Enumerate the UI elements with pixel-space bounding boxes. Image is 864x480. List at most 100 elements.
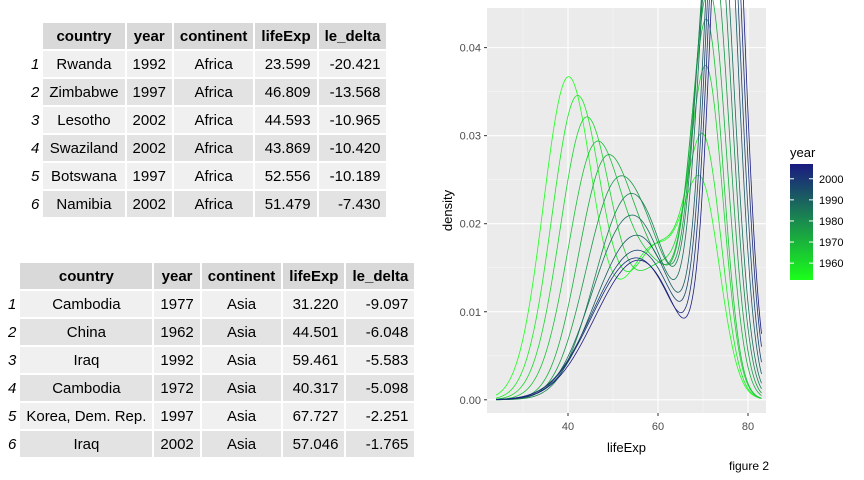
table-row: 6 Iraq 2002 Asia 57.046 -1.765 [6,431,415,457]
table-row: 1 Cambodia 1977 Asia 31.220 -9.097 [6,291,415,317]
cell-lifeexp: 44.501 [283,319,345,345]
cell-continent: Asia [201,431,282,457]
cell-le-delta: -9.097 [346,291,415,317]
cell-country: Botswana [43,163,125,189]
legend-label: 1990 [819,195,843,207]
row-number: 3 [8,351,17,369]
x-tick-label: 60 [652,421,664,433]
table-row: 5 Botswana 1997 Africa 52.556 -10.189 [29,163,387,189]
header-year: year [154,263,200,289]
row-number: 4 [8,379,17,397]
cell-le-delta: -5.098 [346,375,415,401]
density-line-1972 [495,0,762,401]
table-row: 2 China 1962 Asia 44.501 -6.048 [6,319,415,345]
cell-le-delta: -6.048 [346,319,415,345]
row-number: 5 [31,167,40,185]
header-le-delta: le_delta [346,263,415,289]
density-line-1967 [495,18,762,400]
y-tick-label: 0.01 [460,307,481,319]
cell-year: 1992 [126,51,172,77]
cell-year: 1992 [154,347,200,373]
cell-country: Cambodia [20,291,153,317]
cell-continent: Asia [201,403,282,429]
cell-continent: Africa [173,135,254,161]
x-tick-label: 80 [742,421,754,433]
row-number: 4 [31,139,40,157]
legend-label: 1980 [819,216,843,228]
cell-continent: Africa [173,163,254,189]
row-number: 1 [8,295,17,313]
bottom-rankings-table: country year continent lifeExp le_delta … [4,261,416,459]
cell-continent: Asia [201,319,282,345]
cell-year: 1972 [154,375,200,401]
cell-year: 1997 [126,79,172,105]
cell-country: Iraq [20,431,153,457]
row-number: 2 [8,323,17,341]
cell-country: Namibia [43,191,125,217]
y-tick-label: 0.02 [460,219,481,231]
cell-year: 2002 [154,431,200,457]
cell-country: Zimbabwe [43,79,125,105]
row-number: 6 [8,435,17,453]
cell-lifeexp: 43.869 [255,135,317,161]
legend-label: 2000 [819,174,843,186]
cell-lifeexp: 40.317 [283,375,345,401]
density-line-1982 [495,0,762,401]
cell-lifeexp: 44.593 [255,107,317,133]
cell-country: Korea, Dem. Rep. [20,403,153,429]
cell-le-delta: -5.583 [346,347,415,373]
cell-le-delta: -2.251 [346,403,415,429]
table-row: 1 Rwanda 1992 Africa 23.599 -20.421 [29,51,387,77]
header-lifeexp: lifeExp [283,263,345,289]
cell-le-delta: -10.189 [318,163,387,189]
cell-year: 2002 [126,135,172,161]
cell-le-delta: -10.965 [318,107,387,133]
top-rankings-table: country year continent lifeExp le_delta … [27,21,388,219]
row-number: 6 [31,195,40,213]
cell-continent: Asia [201,291,282,317]
header-continent: continent [201,263,282,289]
cell-continent: Africa [173,107,254,133]
cell-lifeexp: 31.220 [283,291,345,317]
table-row: 2 Zimbabwe 1997 Africa 46.809 -13.568 [29,79,387,105]
header-continent: continent [173,23,254,49]
cell-continent: Africa [173,79,254,105]
cell-lifeexp: 59.461 [283,347,345,373]
x-tick-label: 40 [562,421,574,433]
table-row: 4 Cambodia 1972 Asia 40.317 -5.098 [6,375,415,401]
row-number: 3 [31,111,40,129]
y-axis-label: density [440,189,455,231]
cell-year: 1997 [154,403,200,429]
cell-country: Cambodia [20,375,153,401]
legend-label: 1960 [819,258,843,270]
density-line-2002 [495,0,762,400]
cell-country: Swaziland [43,135,125,161]
table-row: 4 Swaziland 2002 Africa 43.869 -10.420 [29,135,387,161]
table-row: 5 Korea, Dem. Rep. 1997 Asia 67.727 -2.251 [6,403,415,429]
cell-lifeexp: 23.599 [255,51,317,77]
density-line-1957 [495,95,762,399]
cell-lifeexp: 52.556 [255,163,317,189]
cell-year: 2002 [126,191,172,217]
cell-le-delta: -13.568 [318,79,387,105]
table-row: 3 Iraq 1992 Asia 59.461 -5.583 [6,347,415,373]
cell-year: 1977 [154,291,200,317]
plot-panel [487,8,766,413]
y-tick-label: 0.04 [460,43,481,55]
cell-year: 2002 [126,107,172,133]
legend-colorbar [790,164,813,280]
cell-le-delta: -20.421 [318,51,387,77]
cell-country: Lesotho [43,107,125,133]
row-number: 2 [31,83,40,101]
cell-lifeexp: 51.479 [255,191,317,217]
axes: 40 60 80 0.00 0.01 0.02 0.03 0.04 [460,43,755,433]
legend-label: 1970 [819,237,843,249]
y-tick-label: 0.03 [460,131,481,143]
x-axis-label: lifeExp [607,440,646,455]
y-tick-label: 0.00 [460,395,481,407]
table-row: 3 Lesotho 2002 Africa 44.593 -10.965 [29,107,387,133]
cell-continent: Africa [173,51,254,77]
legend-title: year [790,145,816,160]
density-line-1952 [495,76,762,399]
